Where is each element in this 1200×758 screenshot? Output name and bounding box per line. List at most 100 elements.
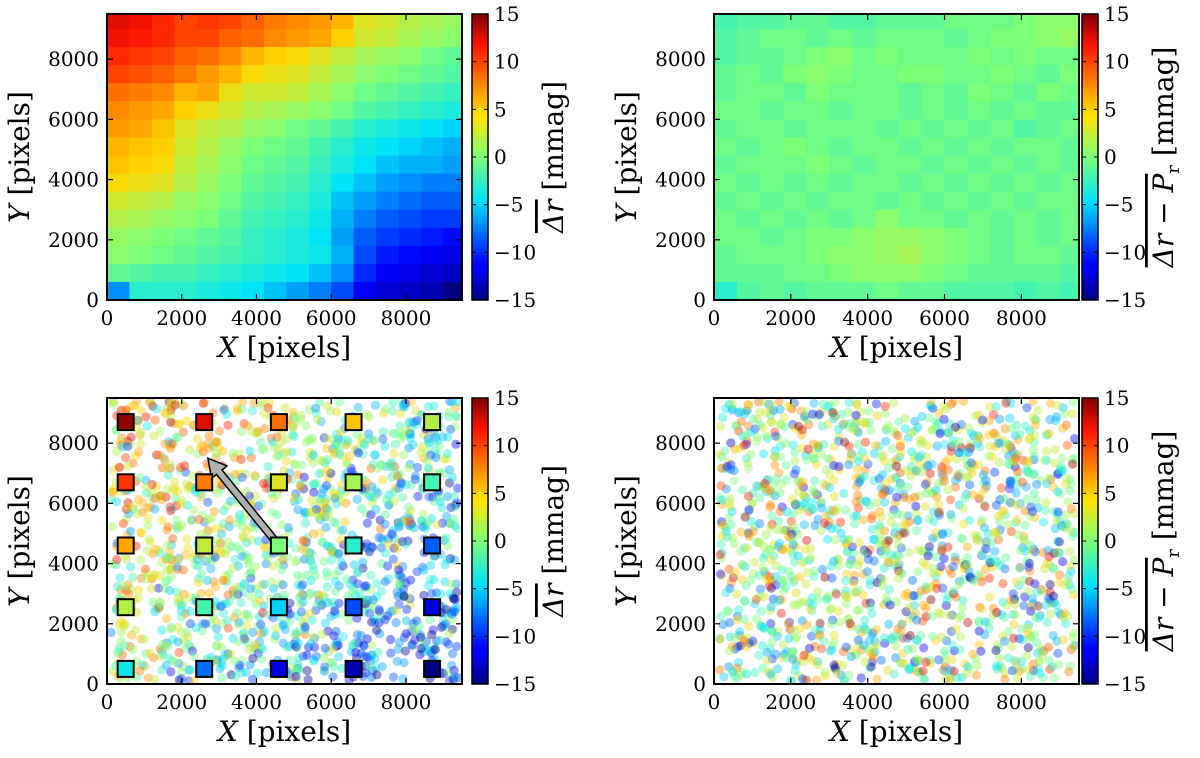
scatter-point [762, 484, 772, 494]
scatter-point [238, 522, 248, 532]
scatter-point [311, 408, 321, 418]
scatter-point [234, 449, 244, 459]
scatter-point [431, 452, 441, 463]
scatter-point [258, 628, 268, 638]
scatter-point [342, 574, 352, 584]
scatter-point [992, 661, 1002, 671]
heatmap-cell [829, 101, 853, 120]
scatter-point [1057, 521, 1067, 531]
scatter-point [851, 410, 861, 420]
scatter-point [239, 629, 249, 639]
scatter-point [244, 612, 254, 622]
scatter-point [767, 654, 777, 664]
heatmap-cell [219, 281, 243, 300]
scatter-point [271, 630, 281, 641]
scatter-point [849, 576, 859, 586]
scatter-point [428, 625, 438, 635]
scatter-point [230, 590, 240, 600]
heatmap-cell [129, 191, 153, 211]
scatter-point [744, 638, 754, 648]
scatter-point [899, 528, 909, 538]
heatmap-cell [174, 83, 198, 102]
scatter-point [874, 474, 884, 484]
scatter-point [141, 568, 151, 578]
scatter-point [332, 489, 342, 499]
scatter-point [744, 491, 754, 501]
scatter-point [910, 665, 920, 675]
scatter-point [165, 547, 175, 557]
scatter-point [839, 488, 849, 498]
scatter-point [1023, 466, 1033, 476]
scatter-point [364, 434, 374, 444]
heatmap-cell [107, 155, 131, 175]
heatmap-cell [806, 65, 830, 84]
scatter-point [954, 500, 964, 510]
scatter-point [1022, 494, 1032, 504]
scatter-point [1050, 458, 1060, 468]
scatter-point [786, 571, 797, 582]
scatter-point [150, 415, 160, 425]
heatmap-cell [420, 101, 444, 120]
scatter-point [436, 622, 447, 632]
scatter-point [358, 563, 368, 573]
scatter-point [198, 441, 208, 451]
scatter-point [274, 450, 284, 461]
scatter-point [390, 439, 401, 449]
scatter-point [185, 445, 195, 455]
scatter-point [775, 487, 785, 498]
plot-area [107, 14, 462, 300]
scatter-point [116, 405, 126, 415]
colorbar-tick-label: −15 [494, 672, 536, 696]
scatter-point [1030, 579, 1040, 589]
scatter-point [368, 595, 378, 605]
scatter-point [859, 548, 869, 558]
scatter-point [1010, 610, 1020, 620]
scatter-point [896, 568, 906, 578]
scatter-point [1053, 507, 1063, 517]
binned-square [195, 473, 214, 492]
scatter-point [758, 423, 768, 433]
scatter-point [208, 441, 218, 451]
scatter-point [1009, 594, 1020, 604]
scatter-point [878, 580, 888, 591]
scatter-point [895, 478, 906, 488]
scatter-point [406, 506, 416, 516]
scatter-point [241, 486, 251, 497]
scatter-point [1047, 598, 1057, 608]
scatter-point [394, 518, 404, 528]
scatter-point [892, 508, 903, 519]
scatter-point [866, 662, 876, 672]
scatter-point [289, 496, 299, 506]
scatter-point [846, 651, 856, 662]
scatter-point [387, 458, 397, 468]
scatter-point [220, 404, 230, 414]
scatter-point [964, 461, 974, 471]
colorbar-tick-label: 5 [1104, 97, 1117, 121]
scatter-point [133, 415, 143, 425]
scatter-point [376, 460, 386, 470]
scatter-point [1044, 656, 1054, 666]
scatter-point [956, 443, 966, 453]
scatter-point [988, 603, 999, 613]
scatter-point [989, 410, 999, 420]
scatter-point [234, 663, 244, 673]
scatter-point [391, 618, 401, 628]
scatter-point [423, 463, 433, 473]
scatter-point [864, 636, 875, 646]
scatter-point [118, 618, 128, 628]
scatter-point [737, 633, 748, 643]
scatter-point [794, 487, 804, 497]
scatter-point [323, 473, 334, 483]
heatmap-cell [1059, 101, 1079, 120]
scatter-point [803, 444, 813, 454]
scatter-point [406, 430, 416, 440]
scatter-point [361, 487, 371, 497]
scatter-point [995, 525, 1005, 535]
scatter-point [910, 608, 921, 618]
heatmap-cell [783, 173, 807, 193]
scatter-point [242, 538, 252, 548]
scatter-point [221, 599, 231, 609]
scatter-point [131, 451, 141, 461]
scatter-point [324, 541, 334, 552]
binned-square [195, 413, 214, 432]
